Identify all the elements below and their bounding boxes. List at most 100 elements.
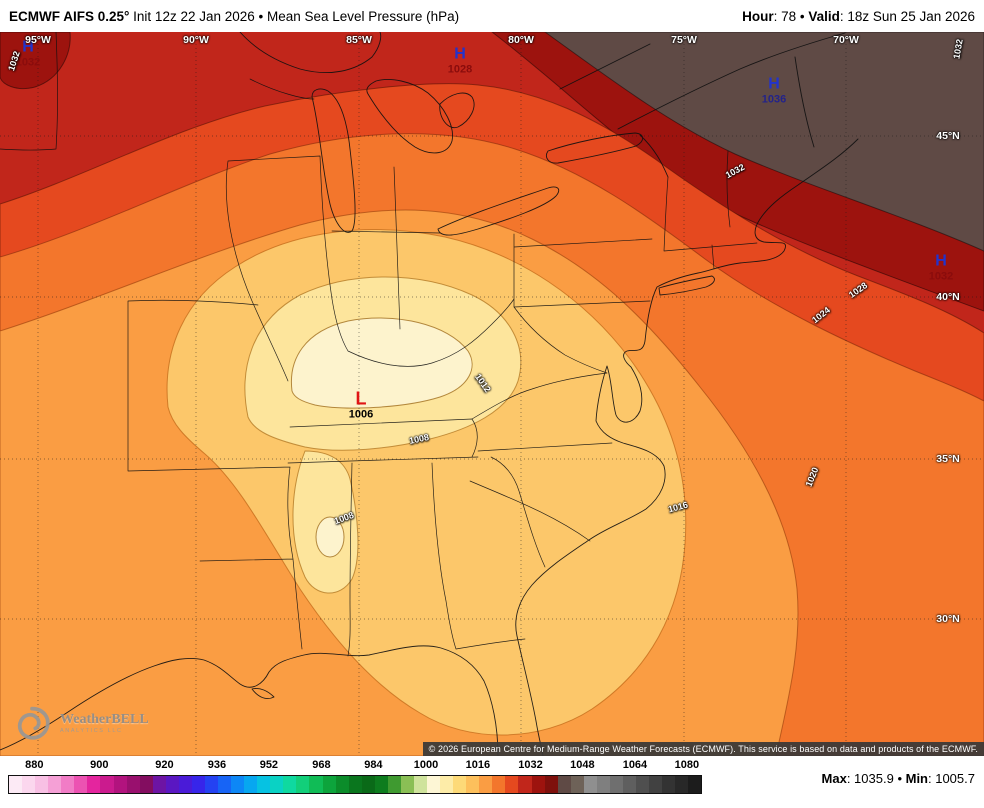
colorbar-tick-1000: 1000	[413, 759, 439, 771]
longitude-label: 85°W	[346, 34, 372, 46]
longitude-label: 95°W	[25, 34, 51, 46]
valid-time: Hour: 78 • Valid: 18z Sun 25 Jan 2026	[742, 9, 975, 24]
logo-subtitle: ANALYTICS LLC	[60, 728, 123, 735]
pressure-center-letter: H	[22, 38, 34, 56]
colorbar-cell	[348, 776, 362, 793]
swirl-icon	[17, 706, 50, 740]
colorbar-cell	[583, 776, 597, 793]
georgian-bay	[439, 92, 475, 129]
pressure-center-value: 1032	[15, 56, 41, 69]
pressure-map: H 1032 H 1028 H 1036 H 1032 L 1006 1032 1032 1032 102…	[0, 32, 984, 756]
coastline-east	[515, 138, 859, 756]
colorbar-cell	[675, 776, 689, 793]
colorbar-cell	[361, 776, 375, 793]
colorbar-cell	[100, 776, 114, 793]
bottom-strip: 880 900 920 936 952 968 984 1000 1016 1032 1048 106…	[0, 756, 984, 808]
contour-label-1008: 1008	[408, 432, 430, 446]
pressure-center-letter: H	[935, 252, 947, 270]
colorbar-cell	[113, 776, 127, 793]
pressure-center-h-1032: H 1032	[929, 252, 953, 283]
longitude-label: 80°W	[508, 34, 534, 46]
lake-huron	[366, 79, 453, 154]
longitude-label: 70°W	[833, 34, 859, 46]
colorbar-cell	[165, 776, 179, 793]
colorbar-cell	[309, 776, 323, 793]
state-borders	[0, 32, 758, 657]
pressure-center-letter: L	[355, 388, 367, 409]
colorbar-cell	[231, 776, 245, 793]
colorbar-cell	[387, 776, 401, 793]
colorbar-cell	[662, 776, 676, 793]
min-value: : 1005.7	[928, 771, 975, 786]
latitude-label: 35°N	[936, 453, 960, 465]
contour-label-1016: 1016	[667, 499, 689, 515]
model-title: ECMWF AIFS 0.25° Init 12z 22 Jan 2026 • …	[9, 9, 459, 24]
lake-superior	[239, 32, 382, 74]
model-title-bold: ECMWF AIFS 0.25°	[9, 8, 130, 24]
pressure-center-value: 1028	[447, 63, 473, 76]
valid-label: Valid	[808, 8, 840, 24]
colorbar-tick-952: 952	[259, 759, 279, 771]
colorbar-cell	[544, 776, 558, 793]
graticule	[0, 32, 984, 756]
colorbar-cell	[622, 776, 636, 793]
colorbar-tick-900: 900	[90, 759, 109, 771]
valid-value: : 18z Sun 25 Jan 2026	[839, 8, 975, 24]
colorbar-cell	[596, 776, 610, 793]
colorbar-cell	[413, 776, 427, 793]
long-island	[658, 275, 715, 296]
pressure-center-l-1006: L 1006	[349, 390, 373, 421]
colorbar-cell	[61, 776, 75, 793]
colorbar-tick-1032: 1032	[518, 759, 543, 771]
colorbar-cell	[257, 776, 271, 793]
colorbar-tick-1080: 1080	[674, 759, 700, 771]
colorbar-tick-1064: 1064	[622, 759, 648, 771]
colorbar-tick-984: 984	[364, 759, 383, 771]
coastline-gulf	[0, 645, 499, 756]
colorbar-cell	[296, 776, 310, 793]
min-label: Min	[905, 771, 928, 786]
colorbar-cell	[126, 776, 140, 793]
colorbar-cell	[479, 776, 493, 793]
colorbar-tick-920: 920	[155, 759, 174, 771]
mississippi-delta	[251, 688, 275, 700]
colorbar-cell	[48, 776, 62, 793]
colorbar-tick-880: 880	[25, 759, 44, 771]
colorbar-cell	[636, 776, 650, 793]
colorbar-cell	[453, 776, 467, 793]
colorbar-cell	[191, 776, 205, 793]
colorbar-cell	[270, 776, 284, 793]
geography	[0, 32, 859, 756]
colorbar-cell	[570, 776, 584, 793]
colorbar-cell	[492, 776, 506, 793]
colorbar-cell	[218, 776, 232, 793]
pressure-center-h-1032: H 1032	[15, 38, 41, 69]
lake-ontario	[546, 132, 644, 164]
longitude-label: 75°W	[671, 34, 697, 46]
pressure-center-value: 1036	[761, 93, 787, 106]
colorbar-cell	[244, 776, 258, 793]
colorbar-cell	[440, 776, 454, 793]
colorbar-cell	[427, 776, 441, 793]
logo-text: WeatherBELL ANALYTICS LLC	[60, 713, 149, 735]
max-label: Max	[821, 771, 847, 786]
colorbar-cell	[35, 776, 49, 793]
contour-label-1028: 1028	[846, 280, 870, 300]
colorbar-tick-1016: 1016	[465, 759, 491, 771]
model-title-rest: Init 12z 22 Jan 2026 • Mean Sea Level Pr…	[129, 8, 460, 24]
max-min-readout: Max: 1035.9 • Min: 1005.7	[822, 771, 975, 786]
colorbar-tick-936: 936	[207, 759, 227, 771]
header-bar: ECMWF AIFS 0.25° Init 12z 22 Jan 2026 • …	[0, 0, 984, 32]
colorbar-cell	[649, 776, 663, 793]
colorbar-cell	[178, 776, 192, 793]
colorbar-tick-968: 968	[312, 759, 331, 771]
pressure-center-h-1028: H 1028	[447, 46, 473, 76]
colorbar-cell	[87, 776, 101, 793]
colorbar-cell	[609, 776, 623, 793]
contour-label-1032: 1032	[723, 161, 747, 181]
pressure-center-h-1036: H 1036	[761, 76, 787, 106]
map-overlays: H 1032 H 1028 H 1036 H 1032 L 1006 1032 1032 1032 102…	[0, 32, 984, 756]
pressure-bands	[0, 32, 984, 756]
contour-label-1020: 1020	[803, 465, 821, 489]
